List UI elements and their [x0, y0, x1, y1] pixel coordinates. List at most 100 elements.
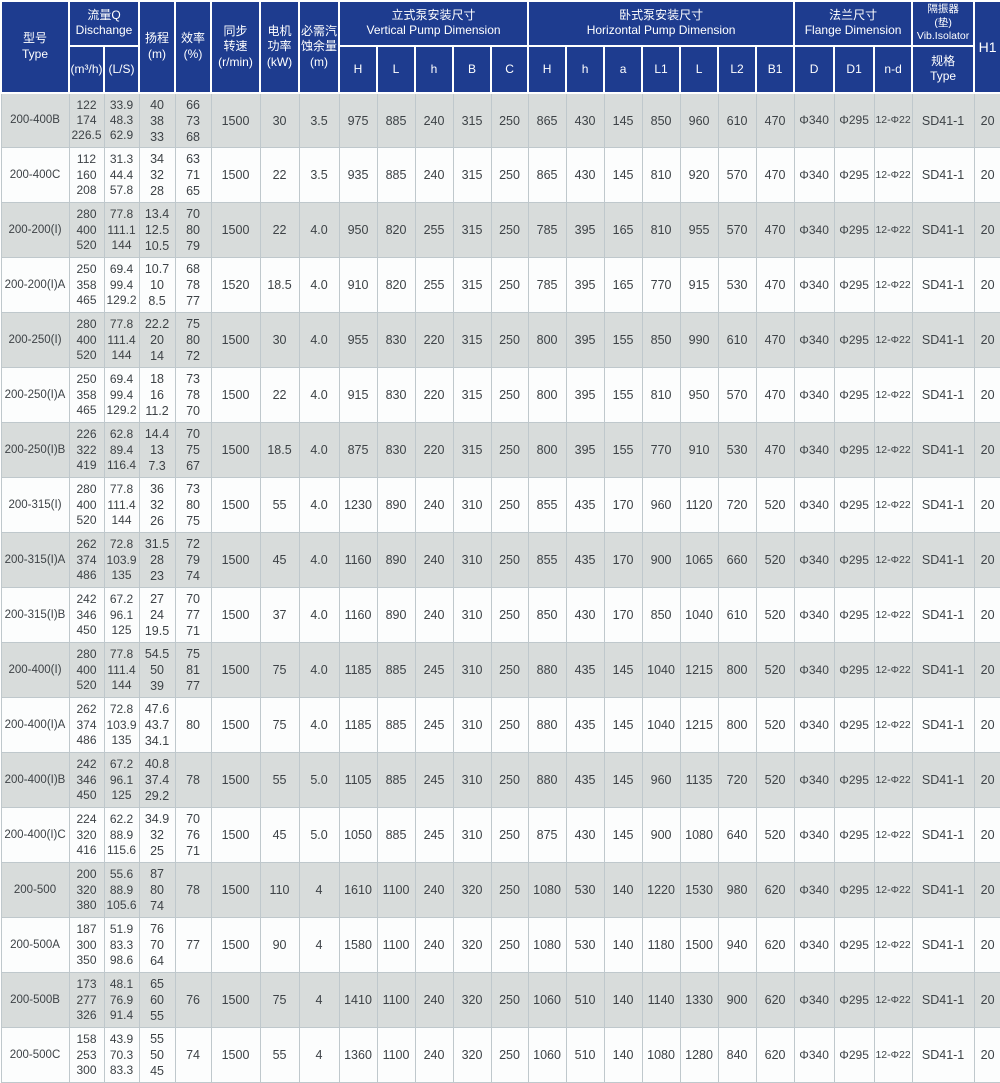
cell-D1: Φ295: [833, 147, 875, 204]
cell-nd: 12-Φ22: [873, 92, 913, 149]
cell-vL: 830: [376, 312, 416, 369]
cell-vB: 310: [452, 642, 492, 699]
cell-type: 200-500C: [0, 1027, 70, 1083]
cell-hH: 800: [527, 367, 567, 424]
cell-vL: 1100: [376, 917, 416, 974]
cell-hB1: 520: [755, 642, 795, 699]
cell-nd: 12-Φ22: [873, 917, 913, 974]
cell-head: 31.5 28 23: [138, 532, 176, 589]
cell-hh: 395: [565, 367, 605, 424]
cell-ls: 77.8 111.1 144: [103, 202, 140, 259]
cell-hB1: 520: [755, 587, 795, 644]
cell-vh: 245: [414, 642, 454, 699]
header-head: 扬程 (m): [138, 0, 177, 94]
cell-m3h: 112 160 208: [68, 147, 105, 204]
cell-hh: 395: [565, 257, 605, 314]
cell-m3h: 226 322 419: [68, 422, 105, 479]
cell-hB1: 520: [755, 752, 795, 809]
cell-eff: 70 76 71: [174, 807, 212, 864]
cell-npsh: 4.0: [298, 587, 340, 644]
cell-hh: 430: [565, 92, 605, 149]
cell-vL: 885: [376, 92, 416, 149]
cell-hH: 865: [527, 92, 567, 149]
cell-vH: 1580: [338, 917, 378, 974]
cell-h1: 20: [973, 147, 1000, 204]
cell-hh: 435: [565, 697, 605, 754]
cell-hL: 1080: [679, 807, 719, 864]
cell-hB1: 470: [755, 257, 795, 314]
cell-hH: 875: [527, 807, 567, 864]
cell-speed: 1500: [210, 202, 261, 259]
cell-vib: SD41-1: [911, 862, 975, 919]
cell-nd: 12-Φ22: [873, 312, 913, 369]
cell-power: 75: [259, 697, 300, 754]
cell-nd: 12-Φ22: [873, 642, 913, 699]
cell-vib: SD41-1: [911, 92, 975, 149]
cell-power: 22: [259, 147, 300, 204]
header-horizontal-h: h: [565, 44, 606, 94]
cell-power: 55: [259, 752, 300, 809]
header-flange-nd: n-d: [873, 44, 914, 94]
cell-ha: 155: [603, 367, 643, 424]
cell-head: 34 32 28: [138, 147, 176, 204]
cell-eff: 70 77 71: [174, 587, 212, 644]
cell-vh: 240: [414, 917, 454, 974]
cell-ha: 145: [603, 92, 643, 149]
cell-vH: 1185: [338, 642, 378, 699]
header-horizontal-B1: B1: [755, 44, 796, 94]
cell-type: 200-400(I)B: [0, 752, 70, 809]
cell-D1: Φ295: [833, 972, 875, 1029]
cell-vC: 250: [490, 202, 529, 259]
cell-speed: 1520: [210, 257, 261, 314]
cell-speed: 1500: [210, 92, 261, 149]
cell-hH: 1060: [527, 972, 567, 1029]
cell-eff: 63 71 65: [174, 147, 212, 204]
cell-hL2: 610: [717, 312, 757, 369]
cell-speed: 1500: [210, 917, 261, 974]
cell-vH: 1610: [338, 862, 378, 919]
cell-ls: 62.8 89.4 116.4: [103, 422, 140, 479]
cell-head: 34.9 32 25: [138, 807, 176, 864]
cell-D: Φ340: [793, 587, 835, 644]
cell-vib: SD41-1: [911, 697, 975, 754]
cell-hH: 1060: [527, 1027, 567, 1083]
cell-head: 87 80 74: [138, 862, 176, 919]
cell-ha: 145: [603, 697, 643, 754]
cell-hH: 1080: [527, 917, 567, 974]
cell-vh: 245: [414, 752, 454, 809]
cell-vB: 315: [452, 257, 492, 314]
header-horizontal-H: H: [527, 44, 568, 94]
header-h1: H1: [973, 0, 1000, 94]
cell-hL: 1280: [679, 1027, 719, 1083]
cell-type: 200-250(I): [0, 312, 70, 369]
cell-ls: 48.1 76.9 91.4: [103, 972, 140, 1029]
cell-head: 65 60 55: [138, 972, 176, 1029]
cell-hL1: 770: [641, 257, 681, 314]
header-power: 电机 功率 (kW): [259, 0, 301, 94]
cell-hh: 435: [565, 642, 605, 699]
table-row: 200-315(I)A 262 374 486 72.8 103.9 135 31.5…: [0, 532, 1000, 589]
header-discharge-group: 流量Q Dischange: [67, 0, 141, 47]
cell-hL2: 570: [717, 367, 757, 424]
table-row: 200-400(I)A 262 374 486 72.8 103.9 135 47.6…: [0, 697, 1000, 754]
cell-vib: SD41-1: [911, 422, 975, 479]
cell-hL2: 660: [717, 532, 757, 589]
cell-hL1: 1220: [641, 862, 681, 919]
cell-speed: 1500: [210, 367, 261, 424]
cell-speed: 1500: [210, 532, 261, 589]
cell-ha: 140: [603, 917, 643, 974]
cell-vC: 250: [490, 642, 529, 699]
cell-hL1: 850: [641, 312, 681, 369]
cell-m3h: 250 358 465: [68, 367, 105, 424]
cell-D1: Φ295: [833, 532, 875, 589]
cell-hL: 990: [679, 312, 719, 369]
cell-m3h: 122 174 226.5: [68, 92, 105, 149]
cell-npsh: 4: [298, 972, 340, 1029]
cell-hH: 1080: [527, 862, 567, 919]
table-row: 200-400C 112 160 208 31.3 44.4 57.8 34 32 2…: [0, 147, 1000, 204]
cell-eff: 73 80 75: [174, 477, 212, 534]
cell-vH: 1410: [338, 972, 378, 1029]
cell-m3h: 187 300 350: [68, 917, 105, 974]
cell-vB: 315: [452, 367, 492, 424]
table-row: 200-400B 122 174 226.5 33.9 48.3 62.9 40 38…: [0, 92, 1000, 149]
